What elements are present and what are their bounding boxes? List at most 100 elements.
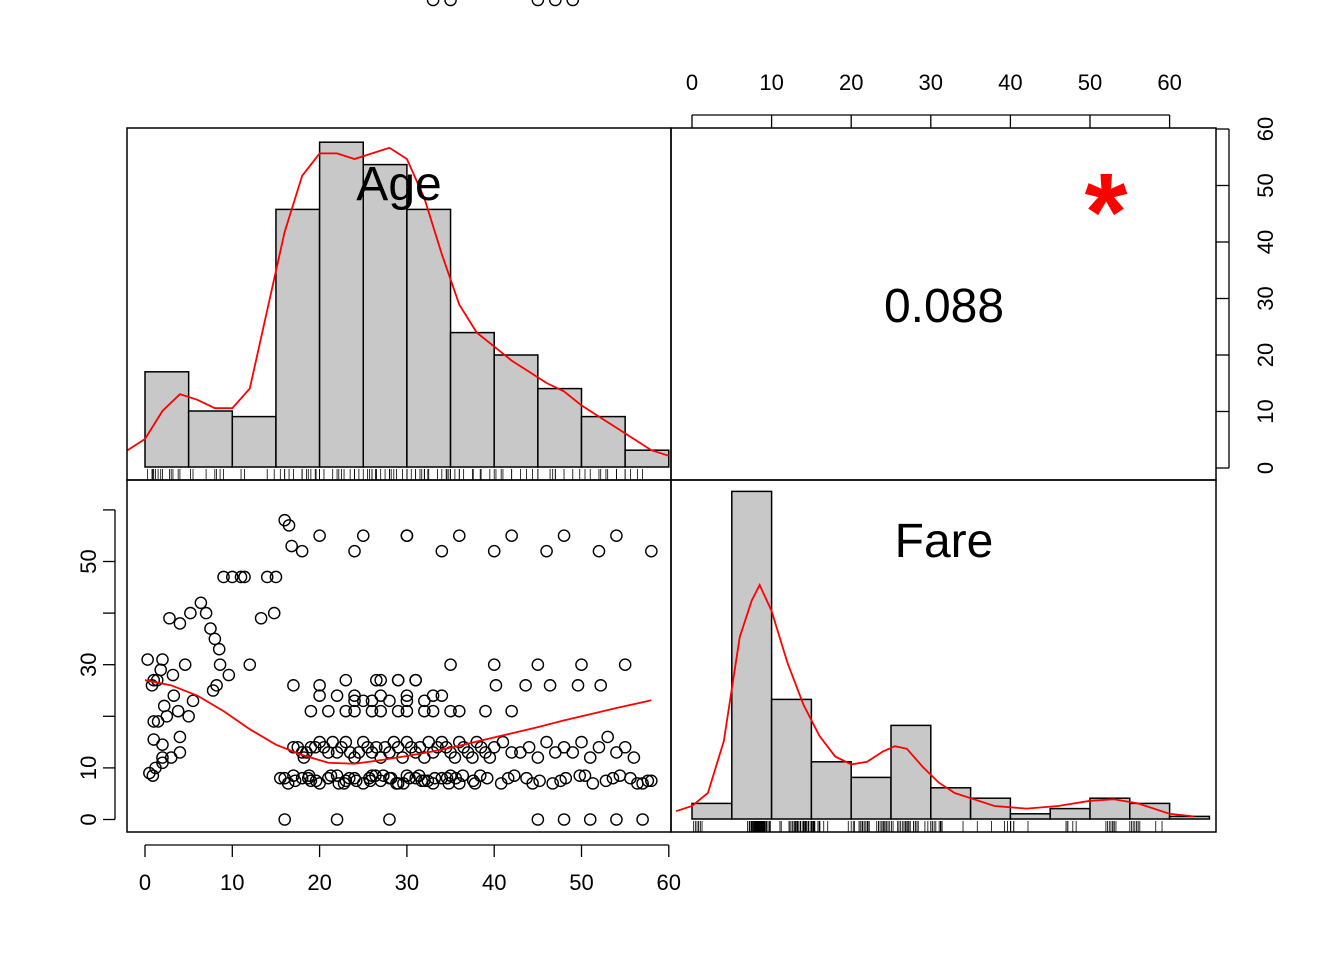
age-hist-bar xyxy=(187,410,234,468)
scatter-point xyxy=(147,733,161,746)
fare-hist-bar xyxy=(930,787,972,820)
scatter-point xyxy=(575,658,588,672)
scatter-point xyxy=(400,769,414,782)
scatter-point xyxy=(554,774,567,788)
fare-hist-bar xyxy=(770,698,813,820)
scatter-point xyxy=(313,529,326,543)
scatter-point xyxy=(267,606,281,620)
scatter-point xyxy=(363,774,377,788)
scatter-point xyxy=(466,751,479,764)
right-axis-tick-label: 10 xyxy=(1253,399,1278,423)
scatter-point xyxy=(452,704,466,718)
scatter-point xyxy=(295,771,309,785)
panel-frame-br xyxy=(670,479,1217,833)
scatter-point xyxy=(540,735,553,749)
scatter-point xyxy=(234,570,248,584)
scatter-point xyxy=(480,771,494,785)
scatter-point xyxy=(531,751,545,764)
scatter-point xyxy=(526,777,539,790)
scatter-point xyxy=(400,694,414,708)
scatter-point xyxy=(302,769,316,782)
scatter-point xyxy=(356,529,370,543)
scatter-point xyxy=(330,689,344,702)
scatter-point xyxy=(435,544,449,558)
scatter-point xyxy=(365,704,379,718)
scatter-point xyxy=(383,813,396,826)
x-axis-tick-label: 30 xyxy=(395,870,419,895)
scatter-point xyxy=(313,679,326,692)
scatter-point xyxy=(163,611,176,625)
scatter-point xyxy=(573,769,587,782)
right-axis-tick-label: 20 xyxy=(1253,343,1278,367)
scatter-point xyxy=(583,751,597,764)
x-axis-tick-label: 40 xyxy=(482,870,506,895)
scatter-point xyxy=(627,751,641,764)
scatter-point xyxy=(178,658,192,672)
scatter-point xyxy=(384,771,398,785)
scatter-point xyxy=(217,570,230,584)
scatter-point xyxy=(260,570,274,584)
scatter-point xyxy=(149,761,162,775)
scatter-point xyxy=(167,689,181,702)
scatter-point xyxy=(339,774,353,788)
scatter-point xyxy=(400,704,414,718)
scatter-point xyxy=(212,642,226,656)
scatter-point xyxy=(171,704,185,718)
scatter-point xyxy=(592,740,606,754)
scatter-point xyxy=(641,774,655,788)
scatter-point xyxy=(269,570,283,584)
scatter-point xyxy=(186,694,200,708)
scatter-point xyxy=(146,769,160,782)
scatter-point xyxy=(505,529,518,543)
age-hist-bar xyxy=(231,415,277,468)
scatter-point xyxy=(586,777,600,790)
scatter-point xyxy=(194,596,208,610)
scatter-point xyxy=(222,668,236,682)
scatter-point xyxy=(601,730,614,744)
scatter-point xyxy=(204,622,217,635)
x-axis-tick-label: 10 xyxy=(220,870,244,895)
scatter-point xyxy=(483,751,497,764)
x-axis-tick-label: 60 xyxy=(657,870,681,895)
scatter-point xyxy=(557,813,571,826)
scatter-point xyxy=(409,771,422,785)
scatter-point xyxy=(383,694,396,708)
fare-hist-bar xyxy=(810,761,852,820)
top-axis-tick-label: 40 xyxy=(998,70,1022,95)
age-hist-bar xyxy=(449,331,495,468)
fare-hist-bar xyxy=(850,776,892,820)
scatter-point xyxy=(618,740,632,754)
scatter-point xyxy=(391,673,405,687)
scatter-point xyxy=(400,689,414,702)
scatter-point xyxy=(184,606,197,620)
scatter-point xyxy=(154,663,168,677)
scatter-point xyxy=(435,689,449,702)
age-hist-bar xyxy=(406,208,452,468)
top-axis-tick-label: 30 xyxy=(919,70,943,95)
scatter-point xyxy=(304,704,318,718)
scatter-point xyxy=(349,774,363,788)
age-density-curve xyxy=(127,146,670,457)
scatter-point xyxy=(213,658,227,672)
fare-hist-bar xyxy=(731,490,773,820)
scatter-point xyxy=(199,606,213,620)
scatter-point xyxy=(243,658,257,672)
scatter-point xyxy=(583,813,597,826)
scatter-point xyxy=(370,740,383,754)
scatter-point xyxy=(543,679,557,692)
scatter-point xyxy=(391,704,405,718)
scatter-point xyxy=(546,777,559,790)
scatter-point xyxy=(426,704,440,718)
scatter-point xyxy=(489,679,503,692)
scatter-point xyxy=(594,679,608,692)
right-axis-tick-label: 0 xyxy=(1253,462,1278,474)
scatter-point xyxy=(448,751,462,764)
scatter-point xyxy=(365,694,379,708)
scatter-point xyxy=(370,673,383,687)
scatter-point xyxy=(444,658,457,672)
x-axis-tick-label: 50 xyxy=(569,870,593,895)
scatter-point xyxy=(313,689,326,702)
left-axis-tick-label: 10 xyxy=(76,756,101,780)
x-axis-tick-label: 20 xyxy=(307,870,331,895)
